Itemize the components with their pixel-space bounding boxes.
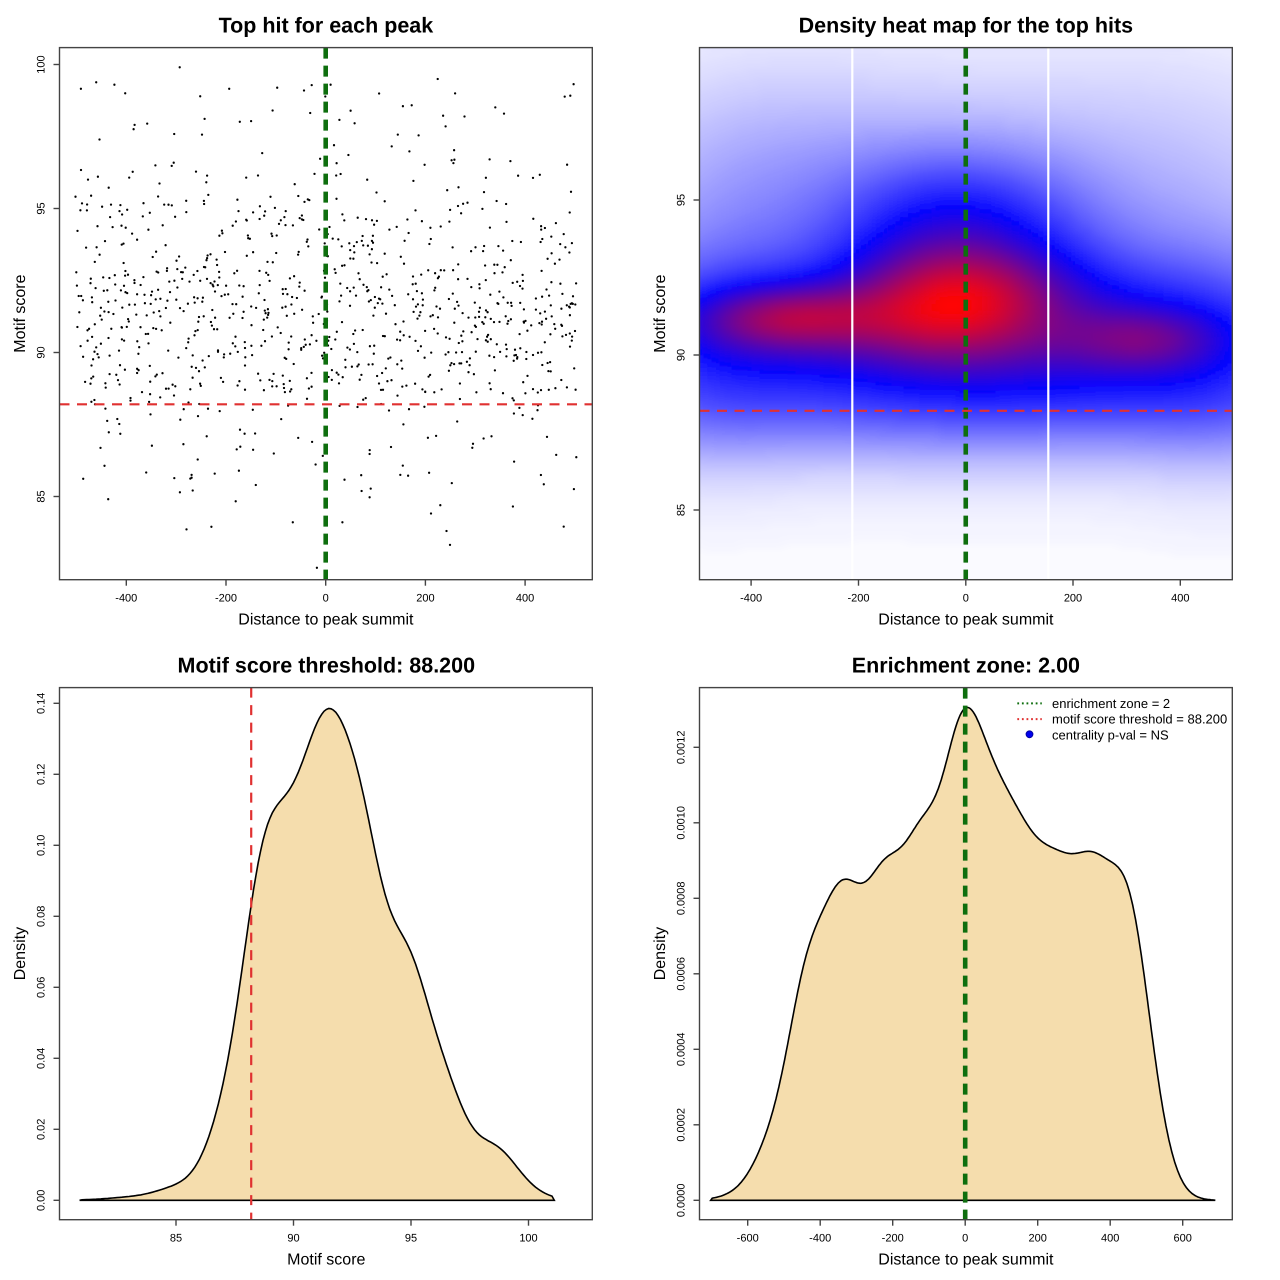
svg-text:0.0002: 0.0002 bbox=[676, 1108, 688, 1142]
svg-text:centrality p-val = NS: centrality p-val = NS bbox=[1052, 727, 1169, 742]
svg-text:200: 200 bbox=[1029, 1233, 1047, 1245]
svg-text:400: 400 bbox=[1101, 1233, 1119, 1245]
svg-text:Distance to peak summit: Distance to peak summit bbox=[878, 1251, 1054, 1268]
svg-text:0.02: 0.02 bbox=[36, 1119, 48, 1140]
svg-text:85: 85 bbox=[676, 504, 688, 516]
svg-text:95: 95 bbox=[405, 1233, 417, 1245]
svg-text:600: 600 bbox=[1174, 1233, 1192, 1245]
svg-text:0: 0 bbox=[962, 1233, 968, 1245]
svg-text:0.08: 0.08 bbox=[36, 906, 48, 927]
svg-text:0: 0 bbox=[963, 593, 969, 605]
svg-text:Distance to peak summit: Distance to peak summit bbox=[878, 611, 1054, 628]
svg-text:Density heat map for the top h: Density heat map for the top hits bbox=[799, 13, 1134, 37]
svg-text:-400: -400 bbox=[115, 593, 137, 605]
svg-text:90: 90 bbox=[36, 346, 48, 358]
svg-text:0.0004: 0.0004 bbox=[676, 1032, 688, 1066]
svg-text:90: 90 bbox=[676, 349, 688, 361]
svg-text:400: 400 bbox=[516, 593, 534, 605]
svg-text:-200: -200 bbox=[882, 1233, 904, 1245]
svg-text:0.0012: 0.0012 bbox=[676, 730, 688, 764]
svg-text:enrichment zone = 2: enrichment zone = 2 bbox=[1052, 696, 1170, 711]
svg-text:Top hit for each peak: Top hit for each peak bbox=[219, 13, 434, 37]
svg-text:0.0006: 0.0006 bbox=[676, 957, 688, 991]
svg-text:-200: -200 bbox=[847, 593, 869, 605]
svg-text:motif score threshold = 88.200: motif score threshold = 88.200 bbox=[1052, 712, 1227, 727]
svg-text:200: 200 bbox=[1064, 593, 1082, 605]
svg-text:100: 100 bbox=[519, 1233, 537, 1245]
svg-text:Density: Density bbox=[12, 927, 29, 980]
svg-text:Density: Density bbox=[652, 927, 669, 980]
svg-text:100: 100 bbox=[36, 55, 48, 73]
svg-text:0.0000: 0.0000 bbox=[676, 1183, 688, 1217]
svg-text:0.0010: 0.0010 bbox=[676, 806, 688, 840]
svg-text:0.14: 0.14 bbox=[36, 693, 48, 714]
svg-text:0.00: 0.00 bbox=[36, 1190, 48, 1211]
svg-text:Distance to peak summit: Distance to peak summit bbox=[238, 611, 414, 628]
svg-text:85: 85 bbox=[36, 490, 48, 502]
svg-text:0: 0 bbox=[323, 593, 329, 605]
svg-text:Motif score: Motif score bbox=[12, 274, 29, 352]
svg-text:0.04: 0.04 bbox=[36, 1048, 48, 1069]
svg-text:200: 200 bbox=[416, 593, 434, 605]
svg-text:-600: -600 bbox=[737, 1233, 759, 1245]
svg-text:0.10: 0.10 bbox=[36, 835, 48, 856]
svg-text:-400: -400 bbox=[809, 1233, 831, 1245]
svg-text:95: 95 bbox=[676, 194, 688, 206]
svg-text:-400: -400 bbox=[740, 593, 762, 605]
svg-text:0.0008: 0.0008 bbox=[676, 881, 688, 915]
svg-text:Enrichment zone: 2.00: Enrichment zone: 2.00 bbox=[852, 654, 1080, 678]
svg-text:85: 85 bbox=[170, 1233, 182, 1245]
svg-text:Motif score: Motif score bbox=[287, 1251, 365, 1268]
svg-text:-200: -200 bbox=[215, 593, 237, 605]
svg-text:0.06: 0.06 bbox=[36, 977, 48, 998]
svg-text:400: 400 bbox=[1171, 593, 1189, 605]
svg-text:95: 95 bbox=[36, 202, 48, 214]
svg-text:0.12: 0.12 bbox=[36, 764, 48, 785]
svg-text:90: 90 bbox=[287, 1233, 299, 1245]
svg-text:Motif score threshold: 88.200: Motif score threshold: 88.200 bbox=[178, 654, 476, 678]
svg-text:Motif score: Motif score bbox=[652, 274, 669, 352]
